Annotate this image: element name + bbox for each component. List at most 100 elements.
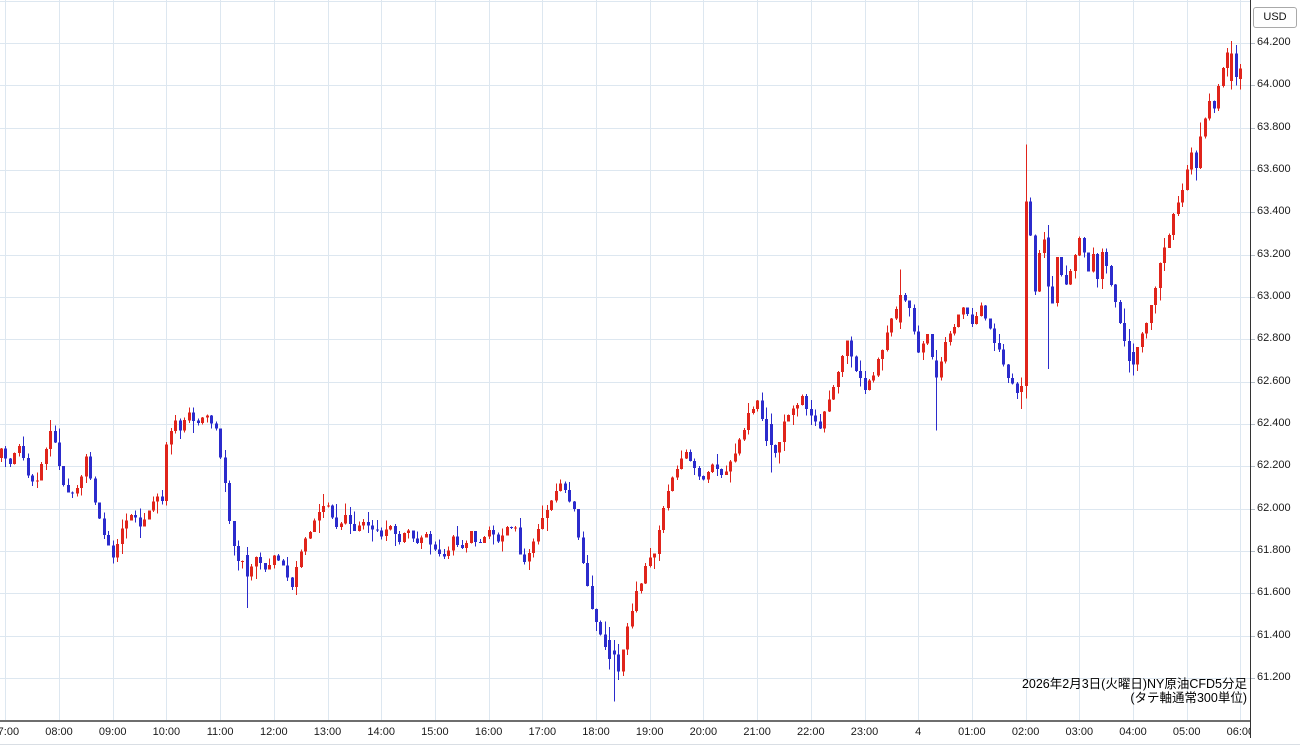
time-tick-label: 18:00: [582, 726, 610, 738]
candle: [1150, 304, 1153, 331]
candle: [1168, 233, 1171, 248]
candle: [259, 552, 262, 570]
candle: [944, 337, 947, 364]
candle: [318, 503, 321, 533]
candle: [1204, 117, 1207, 139]
candle: [653, 553, 656, 569]
candle: [456, 526, 459, 547]
candle: [613, 639, 616, 702]
candle: [1083, 236, 1086, 258]
candle: [1011, 373, 1014, 385]
candle: [819, 414, 822, 430]
candle: [810, 400, 813, 426]
candle: [116, 539, 119, 562]
time-tick-label: 07:00: [0, 726, 20, 738]
candle: [953, 324, 956, 336]
candle: [429, 531, 432, 555]
candle: [479, 539, 482, 543]
candle: [761, 392, 764, 422]
candle: [1092, 247, 1095, 273]
candle: [420, 535, 423, 549]
price-tick: [1251, 297, 1255, 298]
price-tick-label: 63.600: [1257, 163, 1291, 175]
candle: [201, 417, 204, 425]
candle: [828, 390, 831, 412]
price-tick: [1251, 466, 1255, 467]
candle: [188, 407, 191, 423]
candle: [850, 336, 853, 368]
price-tick: [1251, 678, 1255, 679]
candle: [31, 474, 34, 486]
candle: [282, 559, 285, 566]
candle: [917, 325, 920, 353]
price-tick: [1251, 636, 1255, 637]
candle: [1034, 234, 1037, 295]
candle: [161, 489, 164, 505]
candle: [685, 449, 688, 459]
candle: [546, 505, 549, 531]
candle: [470, 530, 473, 544]
time-tick-label: 22:00: [797, 726, 825, 738]
time-tick-label: 21:00: [743, 726, 771, 738]
time-tick-label: 15:00: [421, 726, 449, 738]
candle: [649, 547, 652, 568]
currency-badge: USD: [1253, 7, 1297, 28]
price-tick: [1251, 509, 1255, 510]
candle: [980, 302, 983, 317]
candle: [148, 510, 151, 520]
candle: [45, 447, 48, 470]
candle: [949, 331, 952, 346]
candle: [483, 536, 486, 543]
price-tick: [1251, 551, 1255, 552]
candle: [94, 476, 97, 505]
candle: [143, 513, 146, 527]
candle: [595, 608, 598, 631]
candle: [353, 511, 356, 532]
time-tick-label: 04:00: [1119, 726, 1147, 738]
price-tick-label: 63.200: [1257, 248, 1291, 260]
candle: [1128, 328, 1131, 373]
time-axis[interactable]: 07:00 08:00 09:00 10:00 11:00 12:00 13:00 14:00…: [0, 722, 1250, 743]
candle: [940, 356, 943, 381]
candle: [564, 481, 567, 493]
candle: [1051, 276, 1054, 304]
candle: [474, 531, 477, 547]
candle: [1141, 331, 1144, 353]
candle: [62, 465, 65, 487]
candle: [362, 518, 365, 530]
candle: [54, 425, 57, 443]
candle: [1145, 322, 1148, 339]
candle: [635, 581, 638, 613]
price-tick: [1251, 339, 1255, 340]
candle: [215, 421, 218, 431]
candle: [765, 407, 768, 447]
candle: [532, 538, 535, 558]
time-tick-label: 16:00: [474, 726, 503, 738]
candle: [179, 418, 182, 439]
candle: [617, 644, 620, 681]
candle: [501, 528, 504, 552]
candle: [984, 304, 987, 321]
candlestick-plot[interactable]: 2026年2月3日(火曜日)NY原油CFD5分足 (タテ軸通常300単位): [0, 0, 1250, 722]
candle: [304, 537, 307, 555]
candle: [438, 539, 441, 557]
candle: [550, 500, 553, 511]
candle: [237, 540, 240, 571]
candle: [1065, 265, 1068, 286]
candle: [1190, 147, 1193, 175]
candle: [1199, 122, 1202, 170]
candle: [1069, 268, 1072, 286]
candle: [1110, 264, 1113, 287]
price-axis[interactable]: USD 64.200 64.000 63.800 63.600 63.400 63.200…: [1251, 0, 1300, 744]
candle: [349, 506, 352, 535]
candle: [523, 548, 526, 565]
candle: [644, 562, 647, 584]
candle: [855, 355, 858, 373]
candle: [340, 522, 343, 530]
time-tick-label: 03:00: [1065, 726, 1094, 738]
candle: [389, 525, 392, 531]
candle: [412, 530, 415, 543]
candle: [219, 428, 222, 459]
candle: [250, 563, 253, 581]
